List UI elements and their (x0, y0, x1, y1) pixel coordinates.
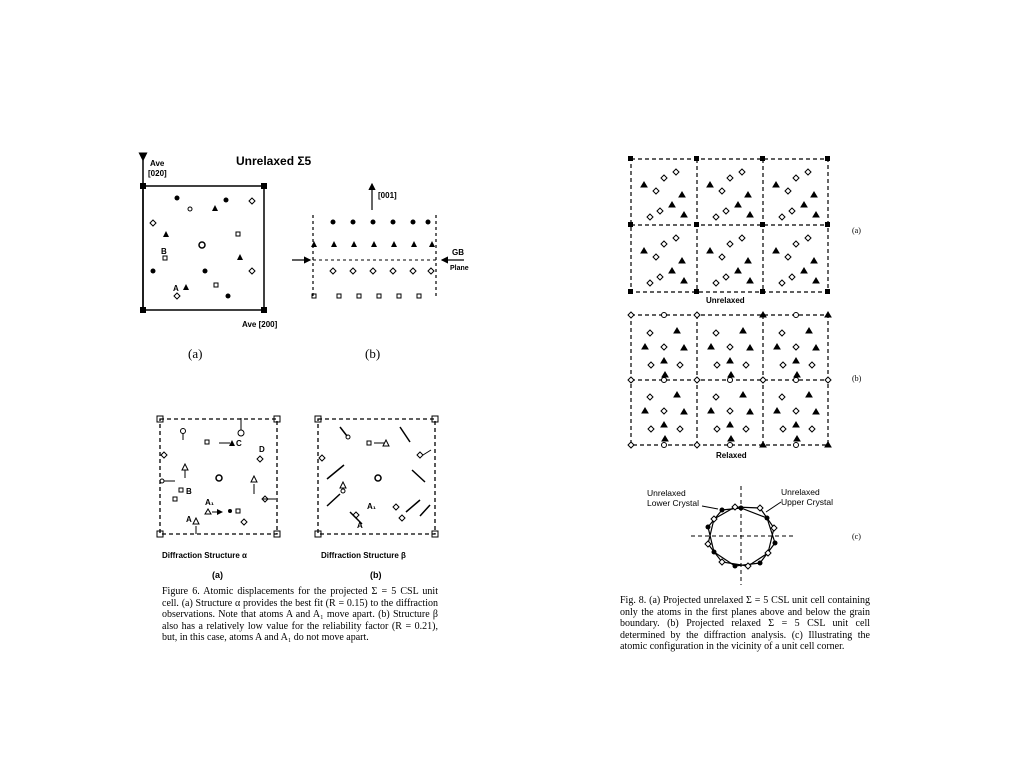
lower-crystal-label-1: Unrelaxed (647, 488, 686, 498)
relaxed-label: Relaxed (716, 451, 747, 460)
atom-a-label: A (173, 284, 179, 293)
atom-a-label-2: A (186, 515, 192, 524)
panel-label-a-2: (a) (212, 570, 223, 580)
figure-6-caption: Figure 6. Atomic displacements for the p… (162, 586, 438, 643)
panel-label-8a: (a) (852, 226, 861, 235)
gb-label: GB (452, 248, 464, 257)
fig8-panel-a: Unrelaxed (a) (628, 156, 861, 305)
atom-d-label: D (259, 445, 265, 454)
lower-crystal-label-2: Lower Crystal (647, 498, 699, 508)
atom-a-label-b: A (357, 521, 363, 530)
upper-crystal-label-2: Upper Crystal (781, 497, 833, 507)
unrelaxed-label: Unrelaxed (706, 296, 745, 305)
axis-x-label: Ave [200] (242, 320, 278, 329)
axis-y-label: Ave (150, 159, 165, 168)
fig6-bottom-panel-a: C D B A₁ A Diffraction Structure α (a) (156, 415, 281, 580)
fig6-bottom-panel-b: A₁ A Diffraction Structure β (b) (314, 415, 439, 580)
fig8-panel-c: Unrelaxed Lower Crystal Unrelaxed Upper … (647, 486, 861, 585)
axis-y-dir: [020] (148, 169, 167, 178)
struct-alpha-label: Diffraction Structure α (162, 551, 247, 560)
atom-a1-label-b: A₁ (367, 502, 377, 511)
atom-c-label: C (236, 439, 242, 448)
figure-8-caption: Fig. 8. (a) Projected unrelaxed Σ = 5 CS… (620, 595, 870, 652)
panel-label-a: (a) (188, 346, 202, 361)
upper-crystal-label-1: Unrelaxed (781, 487, 820, 497)
plane-label: Plane (450, 265, 469, 272)
fig6-top-panel-b: [001] GB Plane (b) (292, 182, 469, 361)
atom-b-label-2: B (186, 487, 192, 496)
atom-b-label: B (161, 247, 167, 256)
atom-a1-label: A₁ (205, 498, 215, 507)
fig6-top-panel-a: Ave [020] Unrelaxed Σ5 B A Ave [200] (a) (138, 152, 312, 361)
unit-cell (142, 185, 265, 311)
panel-label-b: (b) (365, 346, 380, 361)
panel-label-b-2: (b) (370, 570, 382, 580)
fig8-panel-b: Relaxed (b) (627, 311, 862, 460)
panel-label-8c: (c) (852, 532, 861, 541)
struct-beta-label: Diffraction Structure β (321, 551, 406, 560)
axis-z-label: [001] (378, 191, 397, 200)
fig6-title: Unrelaxed Σ5 (236, 154, 312, 168)
panel-label-8b: (b) (852, 374, 862, 383)
